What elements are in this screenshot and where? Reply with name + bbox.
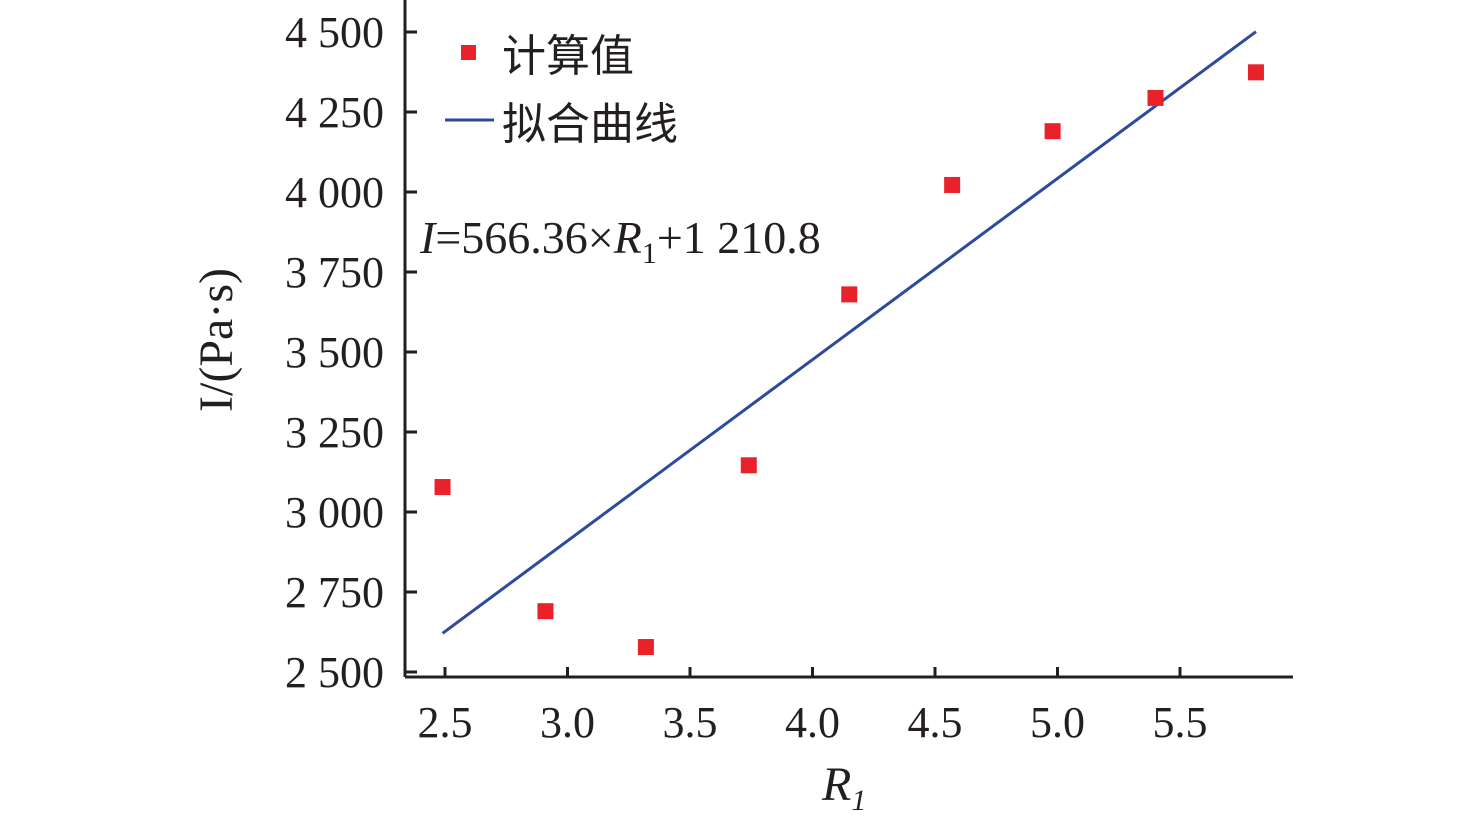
legend-label-calculated: 计算值 <box>502 31 634 82</box>
y-tick-label: 2 500 <box>285 648 384 697</box>
y-tick-label: 3 500 <box>285 328 384 377</box>
x-axis-title: R1 <box>821 758 866 817</box>
data-point <box>841 286 858 303</box>
x-tick-label: 4.5 <box>908 698 963 747</box>
data-point <box>637 639 654 656</box>
x-tick-label: 3.0 <box>540 698 595 747</box>
y-tick-label: 4 250 <box>285 88 384 137</box>
legend: 计算值 拟合曲线 <box>445 31 678 150</box>
data-point <box>944 176 961 193</box>
data-point <box>1147 89 1164 106</box>
y-tick-label: 3 250 <box>285 408 384 457</box>
x-ticks: 2.5 3.0 3.5 4.0 4.5 5.0 5.5 <box>418 667 1208 747</box>
y-tick-label: 3 750 <box>285 248 384 297</box>
data-point <box>1247 64 1264 81</box>
y-tick-label: 4 000 <box>285 168 384 217</box>
y-ticks: 2 500 2 750 3 000 3 250 3 500 3 750 4 000 4 250… <box>285 8 417 697</box>
y-axis-title: I/(Pa·s) <box>190 268 243 412</box>
data-point <box>1044 123 1061 140</box>
y-tick-label: 4 500 <box>285 8 384 57</box>
y-tick-label: 3 000 <box>285 488 384 537</box>
fit-line <box>441 30 1257 635</box>
x-tick-label: 5.0 <box>1030 698 1085 747</box>
data-point <box>537 603 554 620</box>
legend-label-fit: 拟合曲线 <box>502 99 678 150</box>
legend-marker-calculated <box>461 45 476 60</box>
x-tick-label: 2.5 <box>418 698 473 747</box>
data-point <box>434 479 451 496</box>
data-point <box>740 457 757 474</box>
plot-marks <box>434 30 1264 656</box>
x-tick-label: 3.5 <box>663 698 718 747</box>
fit-equation: I=566.36×R1+1 210.8 <box>419 212 821 270</box>
y-tick-label: 2 750 <box>285 568 384 617</box>
x-tick-label: 5.5 <box>1153 698 1208 747</box>
x-tick-label: 4.0 <box>785 698 840 747</box>
